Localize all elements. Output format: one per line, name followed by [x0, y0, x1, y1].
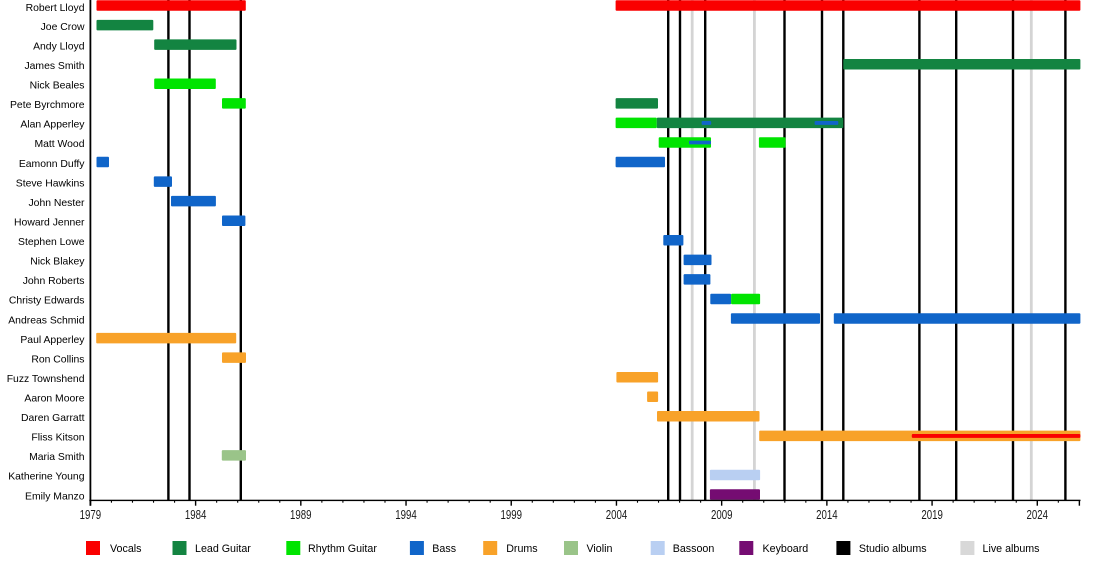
svg-text:Robert Lloyd: Robert Lloyd [26, 3, 85, 14]
svg-text:Andy Lloyd: Andy Lloyd [33, 41, 85, 52]
svg-text:1989: 1989 [290, 507, 312, 522]
svg-text:Fuzz Townshend: Fuzz Townshend [7, 374, 85, 385]
svg-text:Emily Manzo: Emily Manzo [25, 491, 85, 502]
svg-text:John Roberts: John Roberts [23, 276, 85, 287]
svg-text:Joe Crow: Joe Crow [41, 22, 85, 33]
svg-text:Andreas Schmid: Andreas Schmid [8, 315, 84, 326]
svg-text:Fliss Kitson: Fliss Kitson [31, 433, 84, 444]
svg-text:1979: 1979 [80, 507, 102, 522]
svg-text:Matt Wood: Matt Wood [34, 139, 84, 150]
svg-text:2014: 2014 [816, 507, 838, 522]
svg-text:2019: 2019 [921, 507, 943, 522]
svg-text:1984: 1984 [185, 507, 207, 522]
svg-text:1994: 1994 [395, 507, 417, 522]
svg-text:1999: 1999 [500, 507, 522, 522]
svg-text:Stephen Lowe: Stephen Lowe [18, 237, 85, 248]
svg-text:2024: 2024 [1027, 507, 1049, 522]
svg-text:Steve Hawkins: Steve Hawkins [16, 178, 85, 189]
svg-text:Katherine Young: Katherine Young [8, 472, 84, 483]
svg-text:Bassoon: Bassoon [673, 543, 715, 555]
svg-text:Bass: Bass [432, 543, 456, 555]
svg-text:Paul Apperley: Paul Apperley [20, 335, 85, 346]
svg-text:Drums: Drums [506, 543, 537, 555]
svg-text:Vocals: Vocals [110, 543, 142, 555]
svg-text:Aaron Moore: Aaron Moore [24, 394, 84, 405]
svg-text:2009: 2009 [711, 507, 733, 522]
svg-text:Alan Apperley: Alan Apperley [20, 120, 85, 131]
svg-text:Rhythm Guitar: Rhythm Guitar [308, 543, 377, 555]
svg-text:Daren Garratt: Daren Garratt [21, 413, 85, 424]
svg-text:Nick Beales: Nick Beales [30, 81, 85, 92]
svg-text:2004: 2004 [606, 507, 628, 522]
svg-text:Lead Guitar: Lead Guitar [195, 543, 251, 555]
svg-text:John Nester: John Nester [28, 198, 85, 209]
svg-text:Maria Smith: Maria Smith [29, 452, 85, 463]
svg-text:Pete Byrchmore: Pete Byrchmore [10, 100, 85, 111]
svg-text:Studio albums: Studio albums [859, 543, 927, 555]
svg-text:Ron Collins: Ron Collins [31, 354, 84, 365]
svg-text:Live albums: Live albums [983, 543, 1040, 555]
svg-text:Christy Edwards: Christy Edwards [9, 296, 85, 307]
svg-text:James Smith: James Smith [24, 61, 84, 72]
svg-text:Howard Jenner: Howard Jenner [14, 217, 85, 228]
svg-text:Nick Blakey: Nick Blakey [30, 257, 85, 268]
svg-text:Keyboard: Keyboard [763, 543, 809, 555]
svg-text:Violin: Violin [587, 543, 613, 555]
svg-text:Eamonn Duffy: Eamonn Duffy [19, 159, 85, 170]
